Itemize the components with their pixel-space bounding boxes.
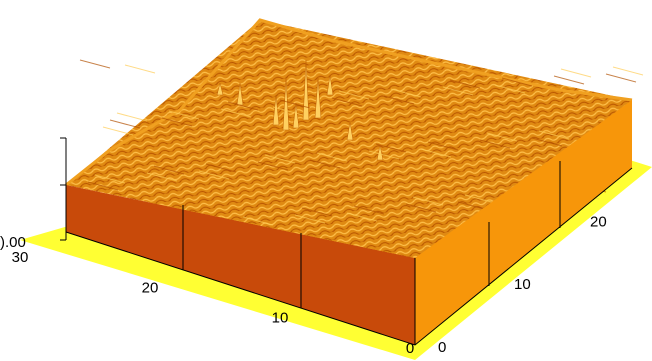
surface-streak: [301, 207, 333, 217]
surface-streak: [264, 154, 296, 164]
x-tick-label: 20: [142, 279, 159, 296]
surface-streak: [605, 73, 637, 83]
side-wall: [415, 100, 632, 345]
x-axis-ticks: 0 10 20 30: [12, 249, 415, 357]
surface-streak: [294, 214, 326, 224]
surface-streak: [242, 216, 274, 226]
surface-spike: [376, 144, 384, 161]
surface-spike: [216, 82, 224, 96]
x-tick-label: 10: [272, 310, 289, 327]
x-tick-label: 0: [406, 340, 414, 357]
x-tick-label: 30: [12, 249, 29, 266]
surface-streak: [390, 88, 422, 98]
surface-streak: [538, 130, 570, 140]
surface-streak: [279, 99, 311, 109]
front-wall: [66, 185, 415, 345]
surface-spike: [346, 121, 354, 141]
surface-streak: [257, 161, 289, 171]
surface-streak: [94, 174, 126, 184]
y-tick-label: 0: [438, 339, 446, 356]
surface-spike: [302, 59, 310, 121]
surface-streak: [553, 75, 585, 85]
surface-streak: [486, 132, 518, 142]
surface-streak: [501, 77, 533, 87]
surface-spike: [326, 74, 334, 96]
surface-streak: [464, 194, 496, 204]
surface-ridge: [65, 18, 633, 187]
surface-streak: [368, 150, 400, 160]
surface-streak: [338, 90, 370, 100]
surface-streak: [87, 181, 119, 191]
surface-streak: [220, 108, 252, 118]
surface-streak: [412, 196, 444, 206]
surface-streak: [449, 79, 481, 89]
surface-streak: [124, 64, 156, 74]
surface-streak: [427, 141, 459, 151]
surface-streak: [353, 205, 385, 215]
surface-streak: [612, 66, 644, 76]
surface-spike: [314, 77, 322, 119]
surface-streak: [168, 110, 200, 120]
surface-streak: [316, 152, 348, 162]
surface-streak: [420, 148, 452, 158]
surface-streak: [383, 95, 415, 105]
surface-streak: [79, 59, 111, 69]
surface-streak: [161, 117, 193, 127]
surface-streak: [109, 119, 141, 129]
surface-streak: [116, 112, 148, 122]
surface-streak: [153, 165, 185, 175]
surface-streak: [375, 143, 407, 153]
surface-streak: [442, 86, 474, 96]
surface-streak: [146, 172, 178, 182]
surface-streak: [205, 163, 237, 173]
surface-streak: [560, 68, 592, 78]
y-tick-label: 10: [514, 276, 531, 293]
surface-spike: [272, 94, 280, 126]
surface-streak: [531, 137, 563, 147]
surface-streak: [309, 159, 341, 169]
surface-streak: [198, 170, 230, 180]
surface-streak: [494, 84, 526, 94]
surface-spike: [292, 102, 300, 129]
surface-streak: [272, 106, 304, 116]
surface-spike: [282, 77, 290, 131]
surface-streak: [331, 97, 363, 107]
z-tick-label: ).00: [0, 234, 26, 251]
surface-streak: [346, 212, 378, 222]
surface-streak: [102, 126, 134, 136]
surface-streak: [479, 139, 511, 149]
surface-streak: [405, 203, 437, 213]
surface-streak: [227, 101, 259, 111]
y-tick-label: 20: [590, 213, 607, 230]
y-axis-ticks: 0 10 20: [438, 213, 607, 356]
